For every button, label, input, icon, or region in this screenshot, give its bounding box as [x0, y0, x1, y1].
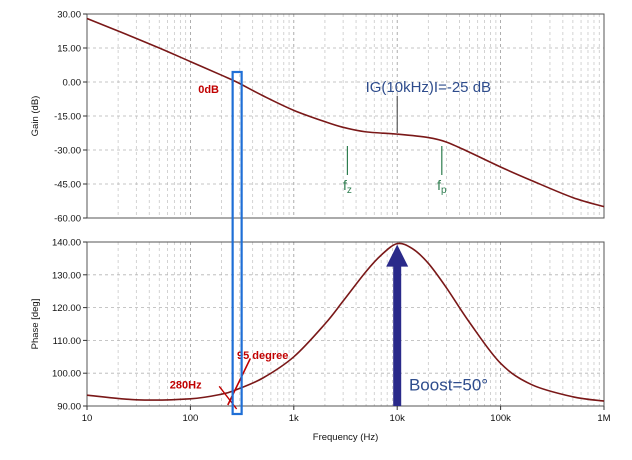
gain-ytick-label: -60.00: [54, 214, 81, 225]
phase-xtick-label: 100: [182, 413, 198, 424]
gain-y-axis-title: Gain (dB): [30, 96, 41, 137]
boost-arrow-head: [386, 244, 409, 267]
gain-series-line: [86, 17, 605, 208]
phase-x-axis-title: Frequency (Hz): [313, 432, 378, 443]
gain-ytick-label: -45.00: [54, 180, 81, 191]
boost-arrow-shaft: [393, 263, 402, 406]
gain-ytick-label: 30.00: [57, 10, 81, 21]
annotation-0db: 0dB: [198, 84, 219, 96]
phase-xtick-label: 1k: [289, 413, 299, 424]
annotation-95-degree: 95 degree: [237, 350, 288, 362]
annotation-fp-label: fp: [437, 177, 447, 196]
gain-ytick-label: -30.00: [54, 146, 81, 157]
boost-annotation: Boost=50°: [409, 376, 488, 395]
gain-ytick-label: 15.00: [57, 44, 81, 55]
phase-plot-area: [87, 242, 604, 406]
phase-xtick-label: 100k: [490, 413, 511, 424]
gain-magnitude-annotation: IG(10kHz)I=-25 dB: [366, 79, 491, 96]
annotation-280hz: 280Hz: [170, 380, 202, 392]
phase-y-axis-title: Phase [deg]: [30, 299, 41, 350]
annotation-fz-label: fz: [343, 177, 352, 196]
phase-ytick-label: 100.00: [52, 369, 81, 380]
phase-xtick-label: 10k: [390, 413, 406, 424]
phase-ytick-label: 110.00: [53, 336, 81, 347]
phase-ytick-label: 130.00: [52, 270, 81, 281]
crossover-highlight-box: [231, 70, 243, 416]
phase-series-line: [86, 242, 605, 402]
phase-xtick-label: 10: [82, 413, 93, 424]
phase-frame: [86, 241, 605, 407]
gain-panel: 30.00 15.00 0.00 -15.00 -30.00 -45.00 -60.00 Ga…: [30, 10, 605, 225]
phase-ytick-label: 140.00: [52, 238, 81, 249]
phase-ytick-label: 120.00: [52, 303, 81, 314]
phase-xtick-label: 1M: [597, 413, 610, 424]
phase-ytick-label: 90.00: [57, 402, 81, 413]
phase-panel: 140.00 130.00 120.00 110.00 100.00 90.00 Phase…: [30, 238, 611, 444]
gain-ytick-label: -15.00: [54, 112, 81, 123]
gain-ytick-label: 0.00: [63, 78, 82, 89]
